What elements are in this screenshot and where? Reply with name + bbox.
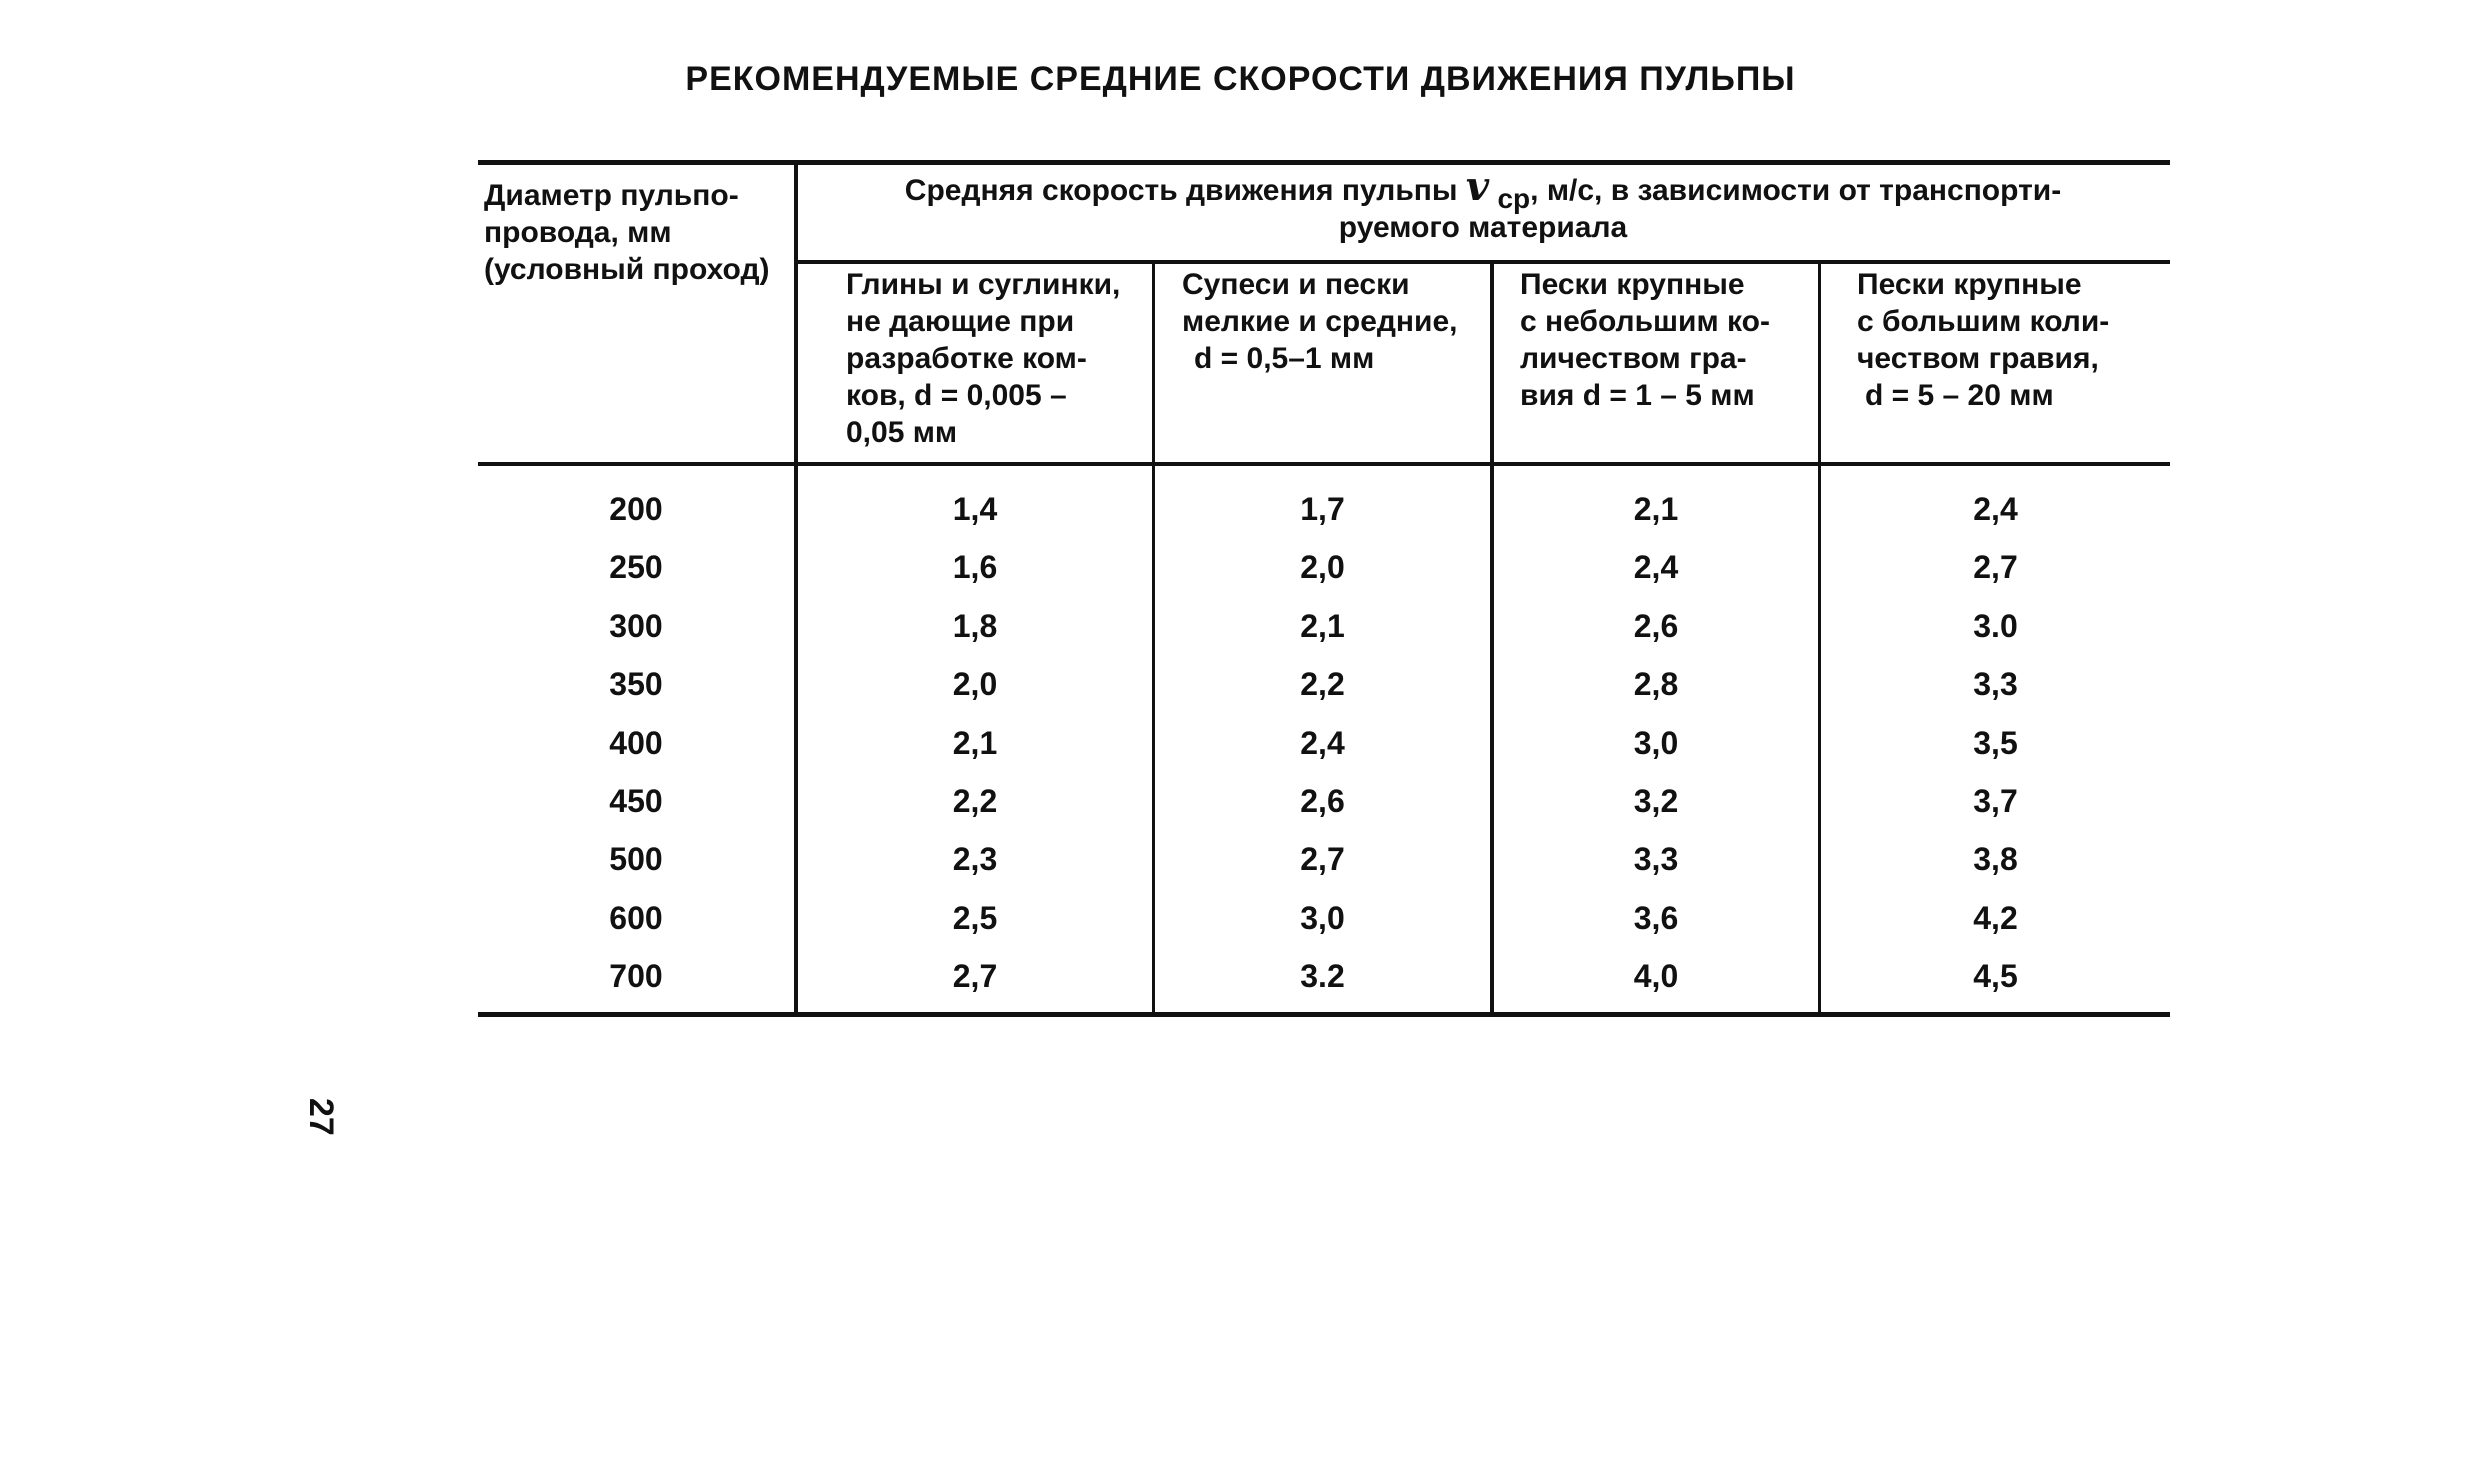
table-cell: 4,5 xyxy=(1973,958,2018,995)
table-cell: 2,4 xyxy=(1633,549,1679,586)
table-cell: 2,8 xyxy=(1633,666,1679,703)
velocity-subscript: ср xyxy=(1497,183,1531,214)
header-bottom-rule xyxy=(478,462,2170,466)
column-divider-3 xyxy=(1490,262,1494,1017)
table-cell: 350 xyxy=(609,666,663,703)
table-cell: 3.2 xyxy=(1300,958,1345,995)
table-cell: 250 xyxy=(609,549,663,586)
table-cell: 2,2 xyxy=(952,782,998,819)
table-cell: 600 xyxy=(609,899,663,936)
table-cell: 2,4 xyxy=(1300,724,1345,761)
table-cell: 450 xyxy=(609,782,663,819)
table-cell: 4,0 xyxy=(1633,958,1679,995)
table-cell: 2,6 xyxy=(1300,782,1345,819)
table-cell: 1,6 xyxy=(952,549,998,586)
table-cell: 2,1 xyxy=(1300,607,1345,644)
table-top-rule xyxy=(478,160,2170,165)
column-divider-4 xyxy=(1818,262,1821,1017)
velocity-group-header-line1: Средняя скорость движения пульпы v ср, м… xyxy=(904,163,2062,215)
coarse-sand-little-gravel-column: 2,1 2,4 2,6 2,8 3,0 3,2 3,3 3,6 4,0 xyxy=(1494,480,1818,1006)
table-cell: 2,7 xyxy=(952,958,998,995)
clay-loam-header: Глины и суглинки, не дающие при разработ… xyxy=(846,268,1121,449)
coarse-sand-little-gravel-header: Пески крупные с небольшим ко- личеством … xyxy=(1520,268,1770,412)
table-bottom-rule xyxy=(478,1012,2170,1017)
column-divider-1 xyxy=(794,160,798,1017)
table-cell: 1,4 xyxy=(952,491,998,527)
table-cell: 3,3 xyxy=(1973,666,2018,703)
velocity-group-header-line2: руемого материала xyxy=(1338,211,1628,244)
clay-loam-column: 1,4 1,6 1,8 2,0 2,1 2,2 2,3 2,5 2,7 xyxy=(798,480,1152,1006)
sandy-loam-column: 1,7 2,0 2,1 2,2 2,4 2,6 2,7 3,0 3.2 xyxy=(1155,480,1490,1006)
velocity-group-header: Средняя скорость движения пульпы v ср, м… xyxy=(796,163,2170,246)
table-cell: 700 xyxy=(609,958,663,995)
table-cell: 2,7 xyxy=(1300,841,1345,878)
table-cell: 3,2 xyxy=(1633,782,1679,819)
table-cell: 3.0 xyxy=(1973,607,2018,644)
coarse-sand-much-gravel-column: 2,4 2,7 3.0 3,3 3,5 3,7 3,8 4,2 4,5 xyxy=(1821,480,2170,1006)
velocity-symbol: v xyxy=(1465,163,1490,210)
table-cell: 1,7 xyxy=(1300,491,1345,527)
table-cell: 3,5 xyxy=(1973,724,2018,761)
table-cell: 400 xyxy=(609,724,663,761)
sandy-loam-header: Супеси и пески мелкие и средние, d = 0,5… xyxy=(1182,268,1458,375)
table-cell: 2,2 xyxy=(1300,666,1345,703)
table-cell: 2,5 xyxy=(952,899,998,936)
group-header-rule xyxy=(796,260,2170,264)
table-cell: 3,0 xyxy=(1633,724,1679,761)
table-cell: 2,0 xyxy=(1300,549,1345,586)
table-cell: 300 xyxy=(609,607,663,644)
column-divider-2 xyxy=(1152,262,1155,1017)
table-cell: 3,7 xyxy=(1973,782,2018,819)
diameter-column: 200 250 300 350 400 450 500 600 700 xyxy=(478,480,794,1006)
table-cell: 2,1 xyxy=(1633,491,1679,527)
coarse-sand-much-gravel-header: Пески крупные с большим коли- чеством гр… xyxy=(1857,268,2110,412)
table-cell: 4,2 xyxy=(1973,899,2018,936)
table-cell: 2,4 xyxy=(1973,491,2018,527)
table-cell: 2,7 xyxy=(1973,549,2018,586)
table-cell: 3,8 xyxy=(1973,841,2018,878)
table-cell: 3,3 xyxy=(1633,841,1679,878)
table-cell: 500 xyxy=(609,841,663,878)
table-cell: 2,3 xyxy=(952,841,998,878)
page-title: РЕКОМЕНДУЕМЫЕ СРЕДНИЕ СКОРОСТИ ДВИЖЕНИЯ … xyxy=(685,60,1796,98)
table-cell: 2,6 xyxy=(1633,607,1679,644)
table-cell: 3,0 xyxy=(1300,899,1345,936)
table-cell: 2,1 xyxy=(952,724,998,761)
table-cell: 2,0 xyxy=(952,666,998,703)
velocity-table: Диаметр пульпо- провода, мм (условный пр… xyxy=(478,160,2170,1018)
table-cell: 3,6 xyxy=(1633,899,1679,936)
table-cell: 200 xyxy=(609,491,663,527)
diameter-column-header: Диаметр пульпо- провода, мм (условный пр… xyxy=(484,179,770,286)
table-cell: 1,8 xyxy=(952,607,998,644)
page-number: 27 xyxy=(302,1098,340,1136)
